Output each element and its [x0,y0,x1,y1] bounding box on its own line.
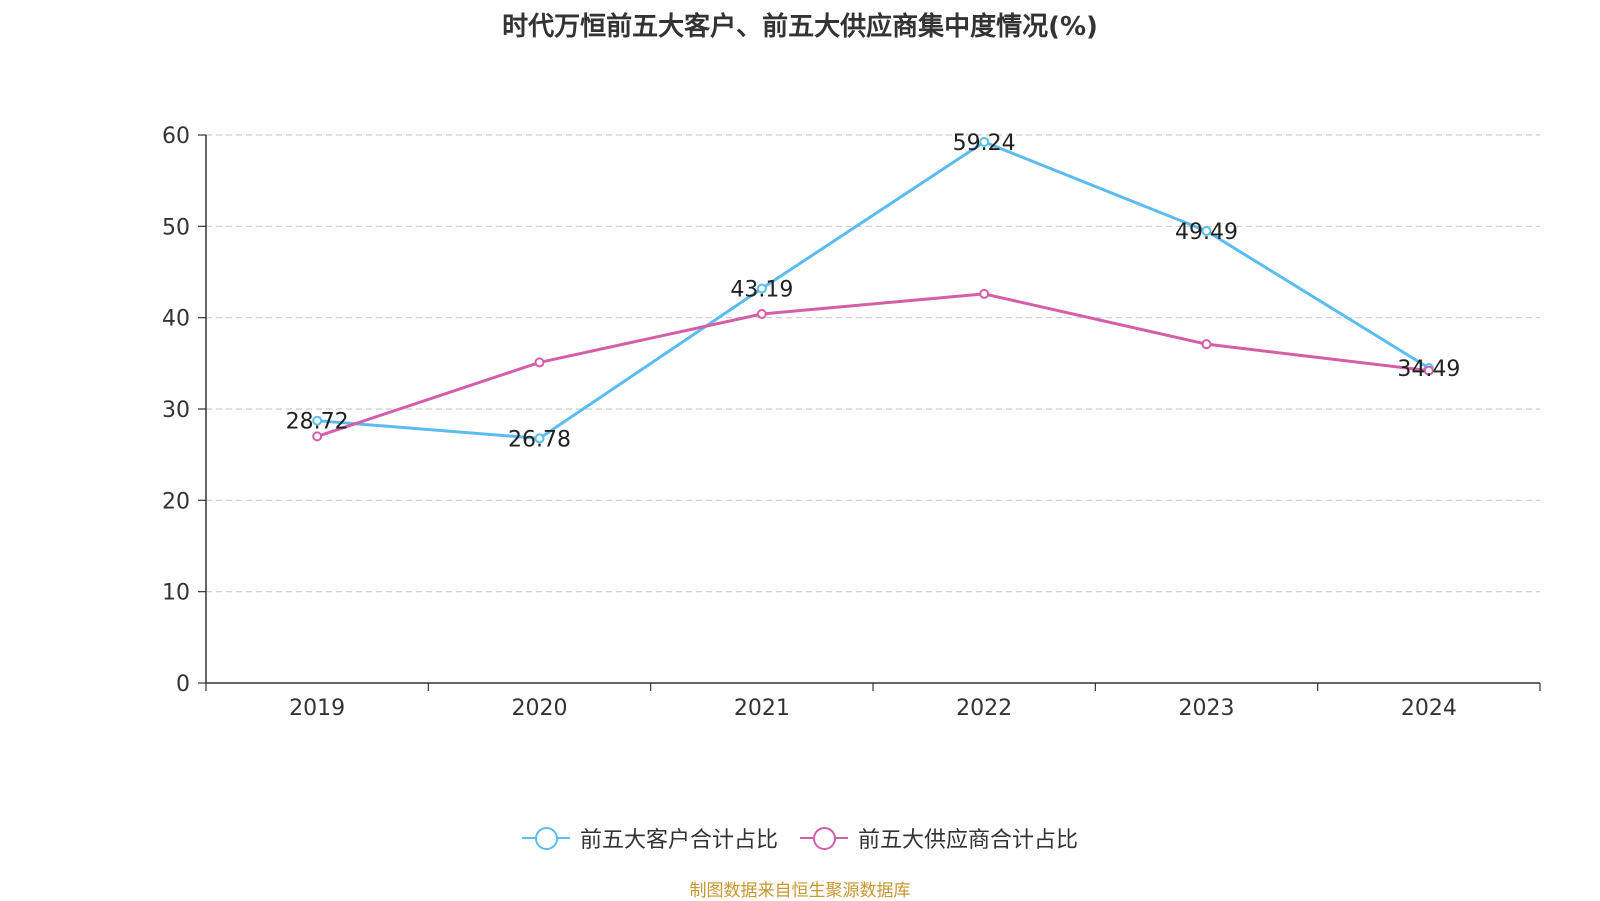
data-label: 34.49 [1397,357,1460,382]
axes: 0 10 20 30 40 50 60 2019 2020 2021 2022 2023 2024 [162,124,1541,721]
legend-item-customers[interactable]: 前五大客户合计占比 [521,822,778,854]
data-label: 26.78 [508,427,571,452]
legend-label-customers: 前五大客户合计占比 [579,828,778,853]
data-label: 43.19 [730,278,793,303]
data-label: 49.49 [1175,220,1238,245]
legend-marker-customers-icon [521,826,570,850]
legend-circle [534,827,558,850]
data-labels: 28.72 26.78 43.19 59.24 49.49 34.49 [286,131,1461,452]
data-point [312,415,323,426]
data-point [312,431,323,442]
data-point [756,309,767,320]
series-line-1 [316,292,1430,438]
legend-item-suppliers[interactable]: 前五大供应商合计占比 [800,822,1078,854]
x-tick-label: 2019 [289,696,345,721]
y-tick-label: 40 [162,307,190,332]
legend: 前五大客户合计占比 前五大供应商合计占比 [0,822,1600,854]
series-layer [312,136,1434,444]
x-tick-label: 2020 [512,696,568,721]
legend-circle [813,827,836,850]
x-tick-label: 2023 [1179,696,1235,721]
x-tick-label: 2024 [1401,696,1457,721]
source-note: 制图数据来自恒生聚源数据库 [689,881,911,901]
data-point [534,357,545,368]
legend-marker-suppliers-icon [800,826,848,850]
data-point [534,433,545,444]
series-line-0 [317,140,1430,440]
data-label: 28.72 [286,410,349,435]
data-point [1423,365,1434,376]
x-tick-label: 2021 [734,696,790,721]
y-tick-label: 30 [162,398,190,423]
data-label: 59.24 [953,131,1016,156]
y-tick-label: 50 [162,215,190,240]
x-tick-label: 2022 [956,696,1012,721]
data-point [756,283,767,294]
y-tick-label: 0 [176,672,190,697]
gridlines [206,134,1540,593]
legend-label-suppliers: 前五大供应商合计占比 [858,828,1079,853]
data-point [979,288,990,299]
data-point [1201,225,1212,236]
line-chart: 0 10 20 30 40 50 60 2019 2020 2021 2022 2023 2024 28… [162,124,1541,721]
data-point [1201,339,1212,350]
chart-title: 时代万恒前五大客户、前五大供应商集中度情况(%) [502,12,1098,42]
y-tick-label: 20 [162,489,190,514]
y-tick-label: 10 [162,581,190,606]
y-tick-label: 60 [162,124,190,149]
data-point [979,136,990,147]
